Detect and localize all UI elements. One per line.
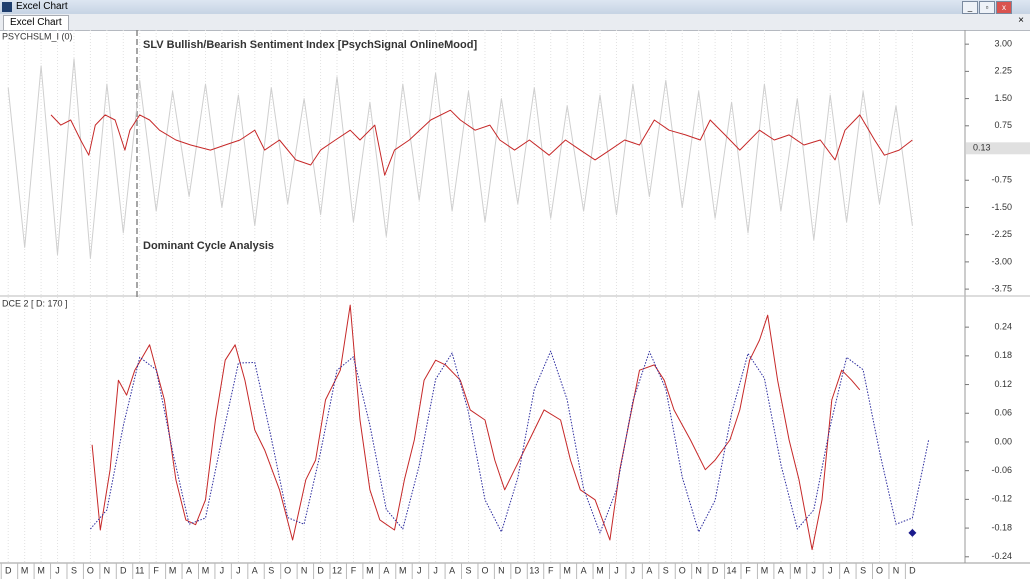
x-tick-label: D [515, 565, 522, 575]
x-tick-label: A [252, 565, 258, 575]
x-tick-label: A [646, 565, 652, 575]
series-line [50, 109, 913, 176]
series-line [91, 304, 861, 551]
x-tick-label: A [383, 565, 389, 575]
indicator-label: DCE 2 [ D: 170 ] [2, 298, 68, 308]
x-tick-label: O [481, 565, 488, 575]
x-tick-label: M [202, 565, 210, 575]
annotation: Dominant Cycle Analysis [143, 240, 274, 252]
chart-tab[interactable]: Excel Chart [3, 15, 69, 30]
window-title: Excel Chart [16, 1, 68, 12]
x-tick-label: J [55, 565, 60, 575]
end-marker [908, 528, 917, 537]
x-tick-label: S [860, 565, 866, 575]
x-tick-label: S [663, 565, 669, 575]
x-tick-label: F [745, 565, 751, 575]
y-tick-label: 2.25 [994, 66, 1012, 76]
x-tick-label: S [268, 565, 274, 575]
y-tick-label: 0.00 [994, 436, 1012, 446]
x-tick-label: D [909, 565, 916, 575]
indicator-label: PSYCHSLM_I (0) [2, 31, 73, 41]
app-icon [2, 2, 12, 12]
x-tick-label: D [5, 565, 12, 575]
x-tick-label: 12 [332, 565, 342, 575]
x-tick-label: N [695, 565, 702, 575]
x-tick-label: F [548, 565, 554, 575]
y-tick-label: -0.12 [991, 494, 1012, 504]
x-tick-label: M [366, 565, 374, 575]
x-tick-label: D [712, 565, 719, 575]
x-tick-label: J [614, 565, 619, 575]
y-tick-label: -0.18 [991, 522, 1012, 532]
x-tick-label: O [87, 565, 94, 575]
y-tick-label: -2.25 [991, 229, 1012, 239]
y-tick-label: -0.24 [991, 551, 1012, 561]
chart-area: 3.00 2.25 1.50 0.75 -0.75 -1.50 -2.25 -3.00 -3.7… [0, 30, 1030, 579]
x-tick-label: A [844, 565, 850, 575]
y-tick-label: -0.06 [991, 465, 1012, 475]
close-button[interactable]: x [996, 1, 1012, 14]
tab-close[interactable]: × [1018, 15, 1024, 26]
x-tick-label: N [301, 565, 308, 575]
y-tick-label: 0.24 [994, 322, 1012, 332]
x-tick-label: A [778, 565, 784, 575]
current-value-label: 0.13 [973, 143, 991, 153]
x-tick-label: F [351, 565, 357, 575]
x-tick-label: M [169, 565, 177, 575]
tab-bar: Excel Chart × [0, 14, 1030, 31]
current-value-tag [966, 142, 1030, 155]
x-tick-label: M [794, 565, 802, 575]
y-tick-label: 0.18 [994, 350, 1012, 360]
x-tick-label: J [417, 565, 422, 575]
y-tick-label: -3.00 [991, 256, 1012, 266]
x-tick-label: F [153, 565, 159, 575]
x-tick-label: M [761, 565, 769, 575]
x-tick-label: A [581, 565, 587, 575]
x-tick-label: O [679, 565, 686, 575]
x-tick-label: M [596, 565, 604, 575]
x-tick-label: J [220, 565, 225, 575]
y-tick-label: 0.06 [994, 408, 1012, 418]
x-tick-label: O [284, 565, 291, 575]
x-tick-label: 11 [135, 565, 144, 575]
y-tick-label: 1.50 [994, 93, 1012, 103]
restore-button[interactable]: ▫ [979, 1, 995, 14]
x-tick-label: N [104, 565, 111, 575]
x-tick-label: 14 [727, 565, 737, 575]
y-tick-label: -0.75 [991, 175, 1012, 185]
x-tick-label: D [120, 565, 127, 575]
chart-title: SLV Bullish/Bearish Sentiment Index [Psy… [143, 39, 477, 51]
x-tick-label: A [449, 565, 455, 575]
y-tick-label: 0.12 [994, 379, 1012, 389]
x-tick-label: J [433, 565, 438, 575]
x-tick-label: S [71, 565, 77, 575]
minimize-button[interactable]: _ [962, 1, 978, 14]
x-tick-label: N [893, 565, 900, 575]
x-tick-label: M [21, 565, 29, 575]
x-tick-label: J [828, 565, 833, 575]
y-tick-label: -3.75 [991, 283, 1012, 293]
x-tick-label: J [812, 565, 817, 575]
x-tick-label: J [631, 565, 636, 575]
x-tick-label: M [563, 565, 571, 575]
x-tick-label: M [37, 565, 45, 575]
y-tick-label: 0.75 [994, 120, 1012, 130]
x-tick-label: J [236, 565, 241, 575]
x-tick-label: 13 [529, 565, 539, 575]
title-bar: Excel Chart _ ▫ x [0, 0, 1030, 14]
series-line [7, 58, 913, 259]
x-tick-label: O [876, 565, 883, 575]
y-tick-label: -1.50 [991, 202, 1012, 212]
x-tick-label: M [399, 565, 407, 575]
x-tick-label: A [186, 565, 192, 575]
series-line [90, 350, 930, 534]
x-tick-label: S [466, 565, 472, 575]
x-tick-label: N [498, 565, 505, 575]
y-tick-label: 3.00 [994, 39, 1012, 49]
x-tick-label: D [317, 565, 324, 575]
